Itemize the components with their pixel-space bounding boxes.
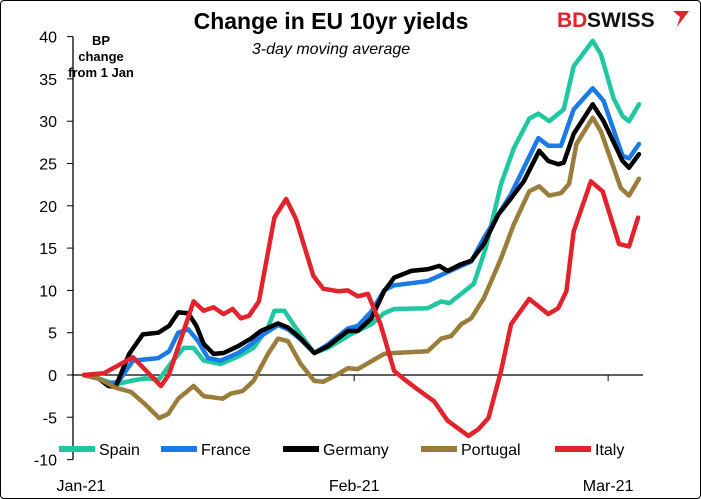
legend-item-portugal: Portugal — [421, 442, 521, 459]
x-tick-label: Mar-21 — [583, 478, 634, 495]
legend-item-spain: Spain — [59, 442, 140, 459]
series-line-spain — [81, 38, 642, 387]
y-tick-label: 30 — [39, 114, 57, 131]
y-tick-label: 10 — [39, 283, 57, 300]
x-tick-label: Feb-21 — [329, 478, 380, 495]
legend-item-germany: Germany — [283, 442, 389, 459]
series-line-germany — [81, 102, 642, 390]
legend-label: Italy — [595, 442, 624, 459]
x-tick-label: Jan-21 — [57, 478, 106, 495]
y-tick-label: 35 — [39, 72, 57, 89]
logo-text-bd: BD — [557, 9, 587, 32]
y-tick-label: 5 — [48, 326, 57, 343]
brand-logo: BD SWISS — [557, 9, 689, 32]
chart-subtitle: 3-day moving average — [252, 41, 410, 58]
legend-label: Germany — [323, 442, 389, 459]
y-tick-label: 20 — [39, 199, 57, 216]
y-unit-label-line-2: change — [78, 49, 124, 64]
y-tick-label: 40 — [39, 30, 57, 47]
legend-item-france: France — [161, 442, 251, 459]
y-tick-label: 0 — [48, 368, 57, 385]
legend-label: Portugal — [461, 442, 521, 459]
logo-text-swiss: SWISS — [587, 9, 655, 32]
logo-swiss-cross-icon — [673, 11, 689, 27]
y-unit-label-line-3: from 1 Jan — [68, 65, 134, 80]
legend-label: Spain — [99, 442, 140, 459]
series-line-italy — [81, 179, 641, 439]
y-unit-label-line-1: BP — [92, 33, 110, 48]
y-tick-label: -10 — [34, 453, 57, 470]
chart-title: Change in EU 10yr yields — [194, 8, 469, 34]
legend-item-italy: Italy — [555, 442, 624, 459]
series-line-portugal — [81, 115, 642, 421]
y-tick-label: -5 — [43, 410, 57, 427]
legend-label: France — [201, 442, 251, 459]
series-line-france — [81, 85, 642, 386]
y-tick-label: 15 — [39, 241, 57, 258]
y-tick-label: 25 — [39, 157, 57, 174]
